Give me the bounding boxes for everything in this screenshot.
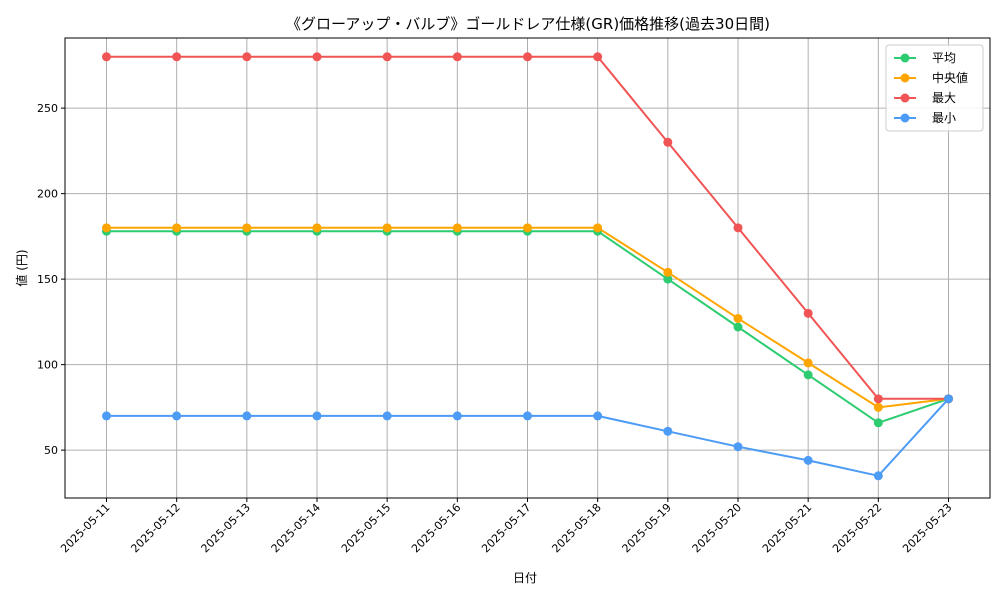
legend-item: 最小 [894,111,956,125]
x-tick-label: 2025-05-23 [900,501,954,555]
y-tick-label: 50 [44,444,58,457]
series-layer [102,52,953,481]
legend-swatch-marker [900,113,910,123]
y-tick-label: 100 [37,359,58,372]
data-point [382,411,392,421]
data-point [382,52,392,62]
data-point [663,426,673,436]
data-point [803,370,813,380]
x-tick-label: 2025-05-11 [58,501,112,555]
data-point [803,308,813,318]
x-tick-label: 2025-05-18 [549,501,603,555]
x-tick-label: 2025-05-15 [339,501,393,555]
legend-swatch-marker [900,53,910,63]
chart-title: 《グローアップ・バルブ》ゴールドレア仕様(GR)価格推移(過去30日間) [286,15,770,33]
data-point [663,137,673,147]
data-point [172,411,182,421]
data-point [242,52,252,62]
data-point [593,411,603,421]
x-tick-label: 2025-05-14 [269,501,323,555]
x-tick-label: 2025-05-22 [830,501,884,555]
data-point [733,322,743,332]
legend-box [885,44,984,132]
data-point [873,418,883,428]
data-point [452,223,462,233]
data-point [733,313,743,323]
data-point [102,52,111,62]
data-point [733,223,743,233]
data-point [593,223,603,233]
data-point [523,52,532,62]
legend-item: 中央値 [894,70,968,85]
x-tick-label: 2025-05-21 [760,501,814,555]
data-point [312,411,322,421]
x-tick-label: 2025-05-12 [128,501,182,555]
legend-swatch-marker [900,73,910,83]
series-1 [102,223,953,412]
data-point [172,52,182,62]
x-axis-label: 日付 [513,571,537,585]
data-point [452,52,462,62]
data-point [312,52,322,62]
data-point [803,455,813,465]
y-tick-label: 150 [37,273,58,286]
data-point [593,52,603,62]
x-axis: 2025-05-11 2025-05-12 2025-05-13 2025-05-14… [58,498,955,555]
data-point [873,394,883,404]
y-tick-label: 200 [37,188,58,201]
legend-item: 最大 [894,91,956,105]
legend-item: 平均 [894,51,956,65]
data-point [944,394,953,404]
series-3 [102,394,953,481]
data-point [663,274,673,284]
data-point [312,223,322,233]
legend-label: 中央値 [932,70,968,85]
legend-label: 最大 [932,91,956,105]
data-point [172,223,182,233]
y-axis: 50 100 150 200 250 [37,102,65,457]
legend-label: 平均 [932,51,956,65]
data-point [873,402,883,412]
x-tick-label: 2025-05-17 [479,501,533,555]
y-axis-label: 値 (円) [14,249,29,286]
x-tick-label: 2025-05-19 [620,501,674,555]
x-tick-label: 2025-05-16 [409,501,463,555]
data-point [242,411,252,421]
data-point [523,411,532,421]
data-point [382,223,392,233]
data-point [873,471,883,481]
data-point [242,223,252,233]
data-point [803,358,813,368]
legend-label: 最小 [932,111,956,125]
data-point [663,267,673,277]
y-tick-label: 250 [37,102,58,115]
x-tick-label: 2025-05-13 [199,501,253,555]
data-point [452,411,462,421]
legend-swatch-marker [900,93,910,103]
data-point [102,411,111,421]
data-point [523,223,532,233]
x-tick-label: 2025-05-20 [690,501,744,555]
grid [65,38,990,498]
data-point [102,223,111,233]
data-point [733,442,743,452]
